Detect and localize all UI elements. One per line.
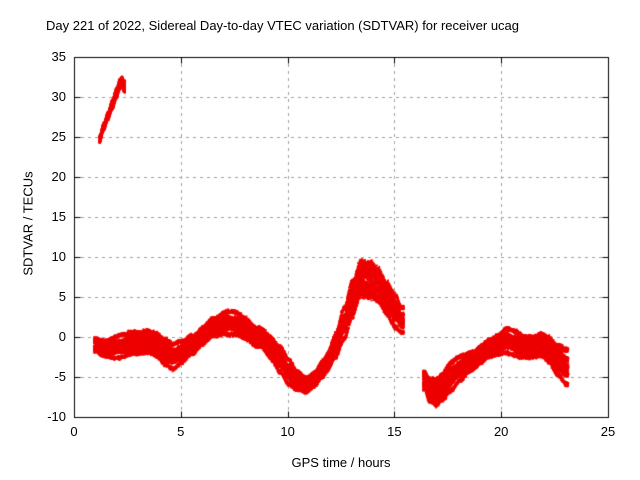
y-tick-label-4: 10: [51, 249, 66, 264]
x-tick-label-0: 0: [70, 424, 78, 439]
y-tick-label-1: -5: [54, 369, 66, 384]
x-axis-label: GPS time / hours: [291, 455, 391, 470]
y-tick-label-6: 20: [51, 169, 66, 184]
x-tick-label-5: 25: [600, 424, 616, 439]
y-tick-label-5: 15: [51, 209, 66, 224]
y-tick-label-0: -10: [47, 409, 66, 424]
y-tick-label-3: 5: [58, 289, 66, 304]
y-tick-label-9: 35: [51, 49, 66, 64]
y-tick-label-7: 25: [51, 129, 66, 144]
x-tick-label-2: 10: [280, 424, 295, 439]
x-tick-label-3: 15: [387, 424, 402, 439]
x-tick-label-4: 20: [493, 424, 509, 439]
y-tick-label-2: 0: [58, 329, 66, 344]
x-tick-label-1: 5: [177, 424, 185, 439]
y-tick-label-8: 30: [51, 89, 66, 104]
